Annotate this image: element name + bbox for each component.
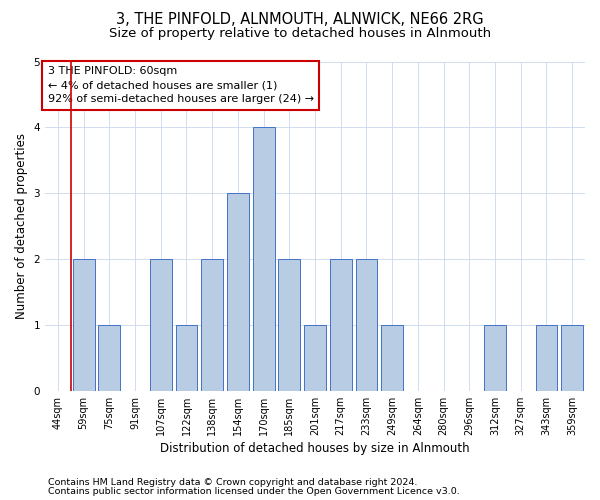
Text: 3, THE PINFOLD, ALNMOUTH, ALNWICK, NE66 2RG: 3, THE PINFOLD, ALNMOUTH, ALNWICK, NE66 … bbox=[116, 12, 484, 28]
Bar bbox=[176, 325, 197, 391]
Text: 3 THE PINFOLD: 60sqm
← 4% of detached houses are smaller (1)
92% of semi-detache: 3 THE PINFOLD: 60sqm ← 4% of detached ho… bbox=[48, 66, 314, 104]
Text: Contains HM Land Registry data © Crown copyright and database right 2024.: Contains HM Land Registry data © Crown c… bbox=[48, 478, 418, 487]
Text: Contains public sector information licensed under the Open Government Licence v3: Contains public sector information licen… bbox=[48, 487, 460, 496]
Bar bbox=[304, 325, 326, 391]
Bar bbox=[201, 259, 223, 391]
Bar bbox=[381, 325, 403, 391]
Text: Size of property relative to detached houses in Alnmouth: Size of property relative to detached ho… bbox=[109, 28, 491, 40]
Bar bbox=[73, 259, 95, 391]
Bar bbox=[536, 325, 557, 391]
Y-axis label: Number of detached properties: Number of detached properties bbox=[15, 133, 28, 319]
Bar bbox=[253, 128, 275, 391]
Bar bbox=[150, 259, 172, 391]
Bar bbox=[561, 325, 583, 391]
Bar bbox=[278, 259, 300, 391]
Bar bbox=[98, 325, 120, 391]
Bar bbox=[227, 193, 249, 391]
Bar bbox=[484, 325, 506, 391]
Bar bbox=[356, 259, 377, 391]
X-axis label: Distribution of detached houses by size in Alnmouth: Distribution of detached houses by size … bbox=[160, 442, 470, 455]
Bar bbox=[330, 259, 352, 391]
